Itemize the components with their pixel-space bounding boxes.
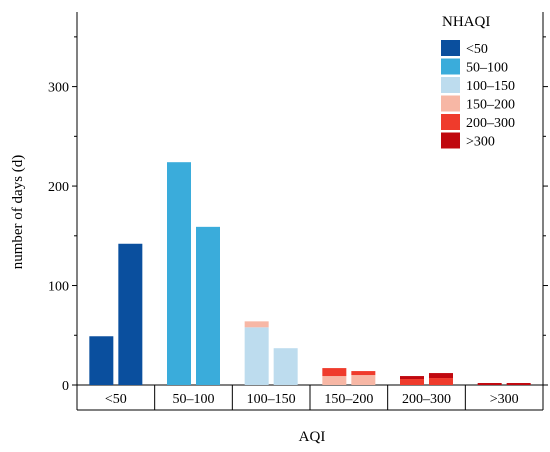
x-tick-label: 200–300 bbox=[402, 392, 451, 407]
bar-segment bbox=[244, 321, 269, 328]
bar-segment bbox=[400, 376, 424, 380]
y-tick-label: 300 bbox=[48, 81, 69, 96]
legend-label: <50 bbox=[466, 42, 488, 57]
bar-segment bbox=[244, 327, 269, 385]
x-axis-label: AQI bbox=[299, 429, 326, 445]
legend-label: 200–300 bbox=[466, 116, 515, 131]
x-tick-label: 150–200 bbox=[324, 392, 373, 407]
bar-segment bbox=[429, 373, 453, 379]
y-tick-label: 200 bbox=[48, 180, 69, 195]
legend-label: 150–200 bbox=[466, 98, 515, 113]
bar-segment bbox=[273, 348, 298, 385]
legend-swatch bbox=[441, 40, 460, 56]
bar-segment bbox=[351, 375, 376, 385]
bar-segment bbox=[89, 336, 114, 385]
x-tick-label: 100–150 bbox=[247, 392, 296, 407]
legend: NHAQI <50 50–100 100–150 150–200 200–300 >300 bbox=[441, 14, 515, 150]
legend-label: 100–150 bbox=[466, 79, 515, 94]
legend-swatch bbox=[441, 95, 460, 112]
bar-segment bbox=[351, 371, 376, 376]
legend-label: >300 bbox=[466, 135, 495, 150]
y-axis-label: number of days (d) bbox=[10, 155, 26, 270]
bar-segment bbox=[167, 162, 191, 385]
bar-segment bbox=[196, 226, 220, 385]
x-tick-label: >300 bbox=[490, 392, 519, 407]
bar-segment bbox=[400, 379, 424, 385]
bar-segment bbox=[477, 383, 502, 385]
x-tick-label: <50 bbox=[105, 392, 127, 407]
legend-swatch bbox=[441, 132, 460, 149]
bar-segment bbox=[506, 383, 531, 385]
legend-label: 50–100 bbox=[466, 61, 508, 76]
x-tick-label: 50–100 bbox=[173, 392, 215, 407]
y-tick-label: 100 bbox=[48, 280, 69, 295]
bar-segment bbox=[322, 368, 347, 377]
y-axis: 0 100 200 300 bbox=[48, 36, 548, 394]
legend-title: NHAQI bbox=[442, 14, 490, 30]
y-tick-label: 0 bbox=[62, 379, 69, 394]
legend-swatch bbox=[441, 58, 460, 75]
legend-swatch bbox=[441, 77, 460, 93]
bar-segment bbox=[429, 378, 453, 385]
bar-segment bbox=[322, 376, 347, 385]
bar-group bbox=[89, 162, 531, 385]
legend-swatch bbox=[441, 114, 460, 130]
bar-segment bbox=[118, 243, 143, 385]
x-axis: <50 50–100 100–150 150–200 200–300 >300 bbox=[105, 385, 519, 410]
